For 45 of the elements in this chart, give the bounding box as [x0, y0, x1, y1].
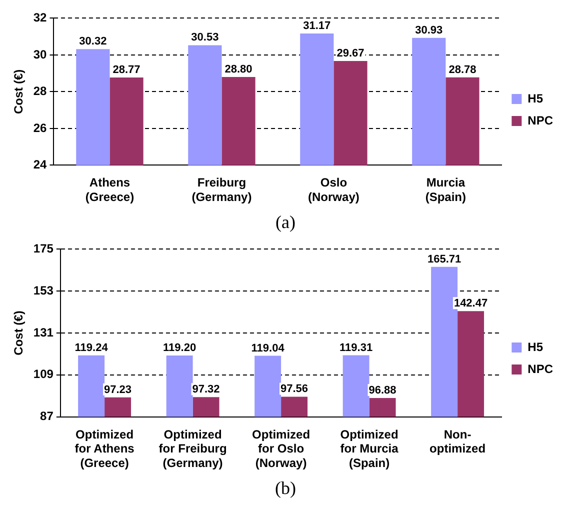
data-label: 28.78 — [448, 64, 476, 76]
y-tick-label: 131 — [33, 325, 54, 340]
data-label: 29.67 — [336, 48, 364, 60]
data-label: 28.80 — [224, 64, 252, 76]
legend-label: H5 — [528, 91, 544, 106]
data-label: 165.71 — [427, 253, 462, 266]
y-tick-label: 175 — [33, 242, 54, 256]
x-tick-label: Non- optimized — [430, 427, 486, 456]
y-tick-label: 24 — [33, 158, 48, 172]
data-label: 96.88 — [368, 384, 396, 397]
data-label: 28.77 — [112, 64, 140, 76]
text: (a) — [274, 212, 296, 233]
x-tick-label: Oslo (Norway) — [308, 176, 360, 204]
x-tick-label: Freiburg (Germany) — [192, 176, 252, 204]
data-label: 97.56 — [280, 383, 308, 396]
data-label: 30.93 — [415, 24, 443, 36]
y-tick-label: 109 — [33, 367, 54, 382]
y-axis-title: Cost (€) — [12, 69, 26, 114]
data-label: 142.47 — [454, 298, 488, 310]
data-label: 119.24 — [74, 342, 109, 354]
legend-label: NPC — [528, 113, 554, 128]
x-tick-label: Optimized for Murcia (Spain) — [340, 427, 399, 470]
x-tick-label: Murcia (Spain) — [425, 176, 466, 204]
data-label: 30.32 — [79, 36, 107, 48]
y-tick-label: 87 — [40, 409, 54, 424]
x-tick-label: Optimized for Athens (Greece) — [74, 427, 135, 470]
legend-label: H5 — [528, 340, 544, 354]
data-label: 30.53 — [191, 32, 219, 44]
y-tick-label: 32 — [33, 10, 48, 25]
x-tick-label: Athens (Greece) — [85, 176, 134, 204]
x-tick-label: Optimized for Oslo (Norway) — [252, 427, 310, 470]
y-tick-label: 28 — [33, 84, 48, 98]
text: (b) — [274, 478, 297, 499]
y-tick-label: 153 — [33, 283, 54, 298]
x-tick-label: Optimized for Freiburg (Germany) — [158, 427, 227, 470]
data-label: 31.17 — [303, 20, 331, 32]
y-tick-label: 26 — [33, 120, 48, 135]
data-label: 119.04 — [251, 342, 286, 354]
y-axis-title: Cost (€) — [12, 310, 26, 356]
legend-label: NPC — [528, 362, 554, 376]
data-label: 119.31 — [340, 342, 373, 354]
data-label: 97.23 — [104, 384, 132, 396]
data-label: 119.20 — [163, 342, 196, 354]
data-label: 97.32 — [192, 384, 220, 396]
y-tick-label: 30 — [33, 47, 48, 62]
